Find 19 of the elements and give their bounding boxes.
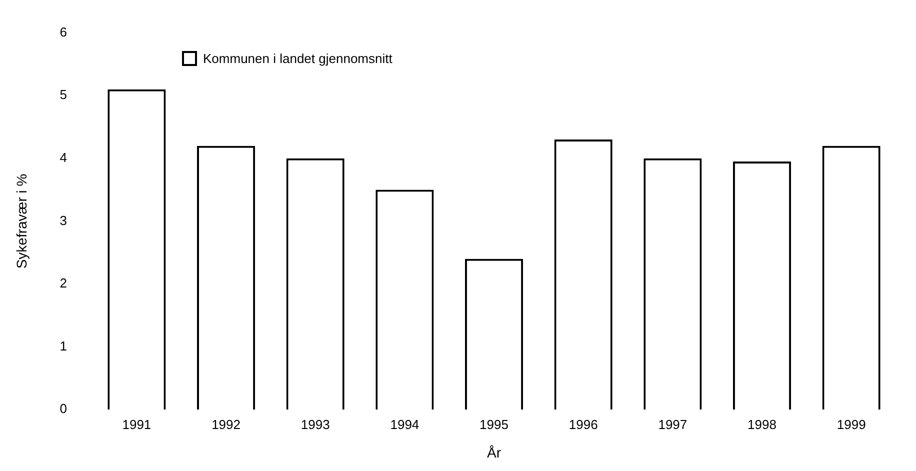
x-tick-label: 1992 [212, 416, 240, 432]
x-tick-label: 1998 [748, 416, 776, 432]
y-tick-label: 3 [60, 212, 68, 228]
y-tick-label: 0 [60, 401, 68, 416]
x-tick-label: 1996 [568, 416, 598, 432]
x-tick-label: 1991 [122, 416, 152, 432]
y-tick-label: 2 [60, 276, 68, 291]
x-axis-title: År [487, 444, 502, 460]
y-tick-label: 4 [60, 150, 68, 165]
y-tick-label: 5 [60, 87, 68, 102]
y-tick-label: 6 [60, 24, 68, 40]
x-tick-label: 1999 [836, 416, 866, 432]
y-axis-title: Sykefravær i % [13, 174, 30, 269]
x-tick-label: 1994 [390, 416, 420, 432]
text: Kommunen i landet gjennomsnitt [203, 50, 392, 66]
x-tick-label: 1997 [658, 416, 688, 432]
x-tick-label: 1995 [480, 416, 508, 432]
x-tick-label: 1993 [300, 416, 330, 432]
y-tick-label: 1 [60, 338, 68, 354]
